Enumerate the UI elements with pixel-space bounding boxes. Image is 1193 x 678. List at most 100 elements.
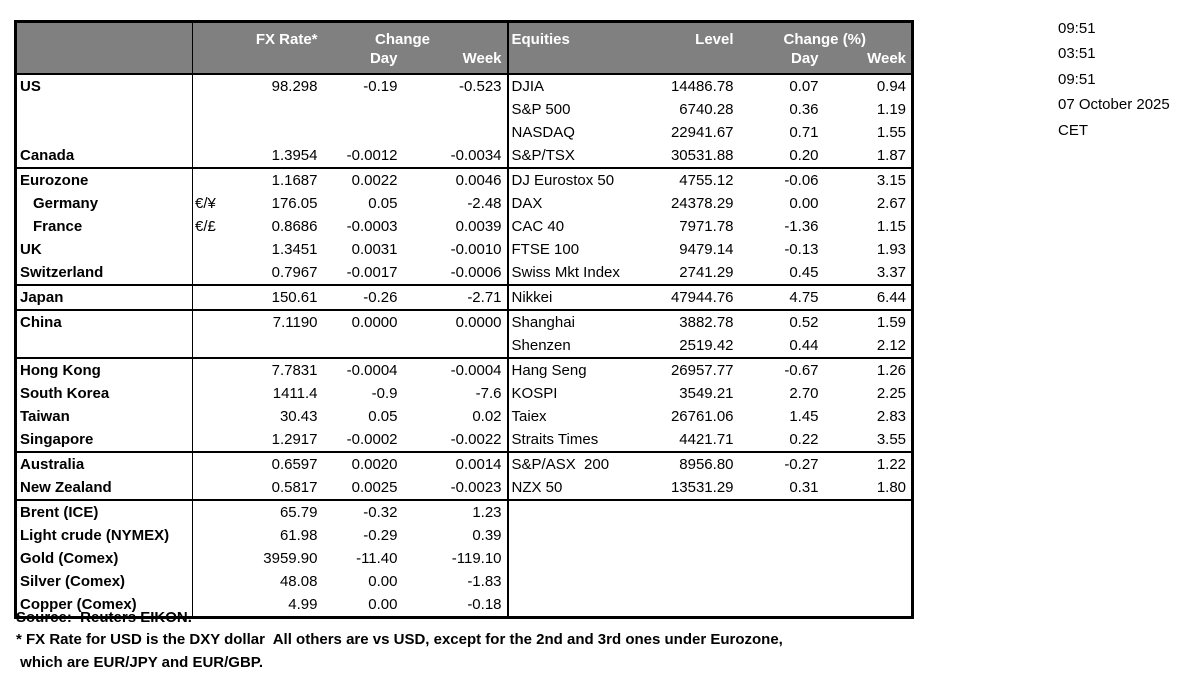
- fx-pair-cell: [193, 500, 227, 524]
- equity-day-change-cell: -0.06: [784, 172, 819, 189]
- fx-day-change-cell: -0.29: [363, 527, 398, 544]
- timestamp-line: 09:51: [1058, 70, 1096, 88]
- equity-day-change-cell: 0.44: [738, 334, 824, 359]
- equity-day-change-cell: -1.36: [784, 218, 819, 235]
- equity-name-cell: DJIA: [511, 78, 545, 95]
- equity-day-change-cell: 1.45: [789, 408, 819, 425]
- table-row: New Zealand 0.5817 0.0025 -0.0023 NZX 50…: [15, 476, 913, 501]
- equity-week-change-cell: 1.26: [876, 362, 907, 379]
- fx-pair-cell: [193, 74, 227, 98]
- equity-name-cell: [508, 500, 643, 524]
- fx-rate-cell: 4.99: [288, 596, 318, 613]
- fx-pair-cell: [192, 428, 227, 453]
- timestamp-block: 09:51 03:51 09:51 07 October 2025 CET: [1058, 16, 1170, 143]
- source-note: Source: Reuters EIKON.: [16, 609, 192, 626]
- fx-country-cell: Japan: [15, 285, 193, 311]
- table-row: Hong Kong 7.7831 -0.0004 -0.0004 Hang Se…: [15, 358, 913, 382]
- fx-day-change-cell: 0.0020: [351, 456, 398, 473]
- fx-week-change-cell: -7.6: [402, 382, 509, 405]
- equity-week-change-cell: 1.55: [876, 124, 907, 141]
- equity-level-cell: [643, 547, 739, 570]
- equity-name-cell: Nikkei: [507, 285, 643, 311]
- fx-rate-cell: 1.3451: [271, 241, 318, 258]
- header-equities: Equities: [507, 21, 643, 49]
- equity-level-cell: 4421.71: [642, 428, 739, 453]
- equity-name-cell: S&P/TSX: [507, 144, 643, 169]
- footer: Source: Reuters EIKON. * FX Rate for USD…: [16, 607, 783, 674]
- equity-week-change-cell: [824, 547, 913, 570]
- equity-level-cell: [643, 500, 739, 524]
- equity-level-cell: 30531.88: [642, 144, 739, 169]
- equity-day-change-cell: -0.13: [784, 241, 819, 258]
- equity-level-cell: 2519.42: [642, 334, 739, 359]
- header-fx-rate: FX Rate*: [226, 21, 323, 49]
- market-table: FX Rate* Change Equities Level Change (%…: [14, 20, 915, 619]
- timestamp-line: 03:51: [1058, 45, 1096, 63]
- equity-level-cell: 7971.78: [679, 218, 734, 235]
- fx-rate-cell: [227, 121, 323, 144]
- fx-week-change-cell: -119.10: [402, 547, 509, 570]
- equity-level-cell: 8956.80: [679, 456, 734, 473]
- header-row-2: Day Week Day Week: [15, 49, 913, 74]
- fx-pair-cell: [193, 452, 227, 476]
- header-blank-cell: [192, 21, 227, 49]
- table-row: Canada 1.3954 -0.0012 -0.0034 S&P/TSX 30…: [15, 144, 913, 169]
- equity-week-change-cell: 3.15: [876, 172, 907, 189]
- fx-week-change-cell: 0.0046: [402, 168, 509, 192]
- equity-name-cell: S&P 500: [511, 101, 571, 118]
- fx-week-change-cell: 1.23: [402, 500, 509, 524]
- fx-day-change-cell: -0.0003: [346, 218, 398, 235]
- equity-day-change-cell: 0.31: [738, 476, 824, 501]
- fx-rate-footnote-line2: which are EUR/JPY and EUR/GBP.: [16, 653, 264, 671]
- fx-pair-cell: [193, 382, 227, 405]
- fx-day-change-cell: -0.26: [322, 285, 403, 311]
- fx-rate-cell: 7.1190: [272, 314, 318, 331]
- fx-country-cell: New Zealand: [15, 476, 193, 501]
- fx-day-change-cell: -0.9: [371, 385, 398, 402]
- fx-day-change-cell: [323, 121, 403, 144]
- fx-week-change-cell: -1.83: [402, 570, 509, 593]
- fx-day-change-cell: 0.00: [368, 596, 398, 613]
- fx-pair-cell: [192, 285, 227, 311]
- header-equity-day: Day: [738, 49, 824, 74]
- equity-day-change-cell: 4.75: [738, 285, 824, 311]
- fx-rate-cell: 65.79: [279, 504, 318, 521]
- equity-week-change-cell: 1.87: [823, 144, 913, 169]
- equity-day-change-cell: 0.71: [789, 124, 819, 141]
- fx-country-cell: Brent (ICE): [15, 500, 193, 524]
- equity-level-cell: 3549.21: [679, 385, 734, 402]
- fx-week-change-cell: [402, 121, 509, 144]
- equity-week-change-cell: 3.37: [823, 261, 913, 286]
- fx-pair-cell: €/£: [195, 218, 216, 235]
- fx-day-change-cell: -0.0002: [322, 428, 403, 453]
- fx-country-cell: Light crude (NYMEX): [15, 524, 193, 547]
- fx-day-change-cell: [323, 98, 403, 121]
- header-fx-week: Week: [402, 49, 509, 74]
- equity-week-change-cell: 3.55: [823, 428, 913, 453]
- fx-week-change-cell: -0.0004: [402, 358, 509, 382]
- equity-week-change-cell: 1.80: [823, 476, 913, 501]
- fx-rate-cell: 0.8686: [271, 218, 318, 235]
- fx-day-change-cell: -0.0004: [346, 362, 398, 379]
- equity-week-change-cell: 1.93: [876, 241, 907, 258]
- equity-name-cell: Shenzen: [507, 334, 643, 359]
- table-row: China 7.1190 0.0000 0.0000 Shanghai 3882…: [15, 310, 913, 334]
- equity-week-change-cell: [824, 524, 913, 547]
- equity-name-cell: Shanghai: [511, 314, 575, 331]
- equity-level-cell: [643, 524, 739, 547]
- fx-week-change-cell: -0.523: [402, 74, 509, 98]
- equity-day-change-cell: -0.67: [784, 362, 819, 379]
- equity-level-cell: 24378.29: [670, 195, 734, 212]
- equity-level-cell: 22941.67: [670, 124, 734, 141]
- fx-pair-cell: [193, 405, 227, 428]
- table-row: UK 1.3451 0.0031 -0.0010 FTSE 100 9479.1…: [15, 238, 913, 261]
- fx-week-change-cell: 0.39: [402, 524, 509, 547]
- fx-rate-cell: 1411.4: [272, 385, 318, 402]
- fx-day-change-cell: 0.0022: [351, 172, 398, 189]
- equity-day-change-cell: 2.70: [789, 385, 819, 402]
- equity-week-change-cell: [824, 593, 913, 618]
- equity-level-cell: [643, 570, 739, 593]
- table-row: NASDAQ 22941.67 0.71 1.55: [15, 121, 913, 144]
- fx-week-change-cell: 0.02: [402, 405, 509, 428]
- equity-week-change-cell: 1.15: [876, 218, 907, 235]
